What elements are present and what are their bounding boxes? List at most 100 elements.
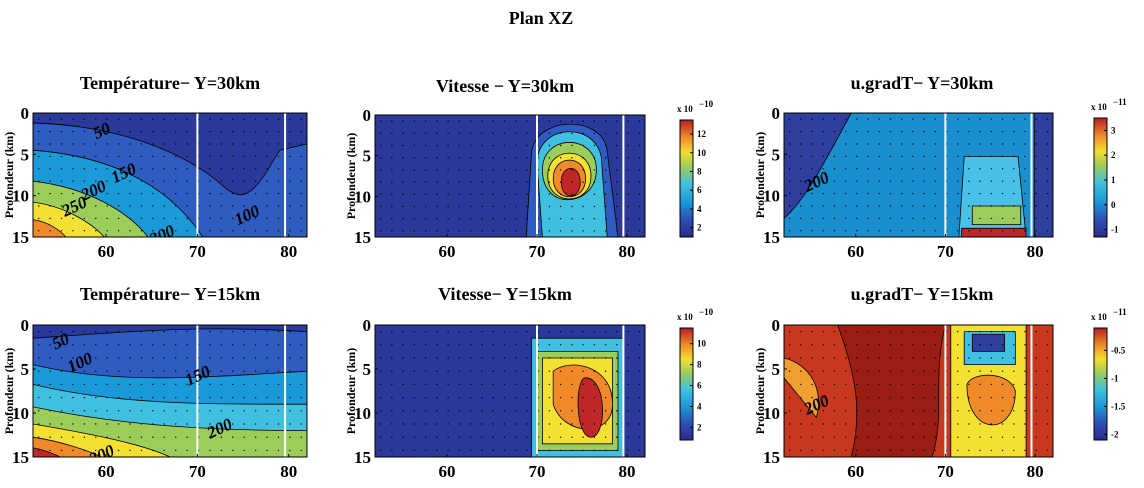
vector-dot [129, 180, 131, 182]
vector-dot [627, 157, 629, 159]
vector-dot [300, 383, 302, 386]
contour-line [548, 153, 591, 199]
vector-dot [254, 118, 257, 120]
vector-dot [571, 181, 573, 183]
vector-dot [811, 230, 813, 232]
vector-dot [503, 330, 506, 333]
vector-dot [163, 344, 165, 346]
vector-dot [503, 449, 506, 452]
vector-dot [492, 205, 494, 208]
vector-dot [616, 410, 618, 412]
vector-dot [833, 180, 836, 182]
vector-dot [49, 396, 51, 399]
vector-dot [175, 155, 177, 158]
vector-dot [277, 370, 280, 372]
vector-dot [889, 330, 892, 333]
vector-dot [867, 130, 869, 133]
vector-dot [140, 130, 143, 133]
vector-dot [83, 155, 86, 158]
vector-dot [300, 357, 302, 359]
vector-dot [923, 370, 925, 372]
vector-dot [243, 396, 245, 399]
vector-dot [571, 449, 573, 452]
vector-dot [923, 357, 925, 359]
vector-dot [514, 357, 517, 359]
vector-dot [140, 423, 143, 425]
vector-dot [912, 436, 914, 438]
vector-dot [616, 230, 618, 232]
vector-dot [492, 120, 494, 122]
vector-dot [968, 344, 970, 346]
vector-dot [277, 130, 280, 133]
vector-dot [1035, 180, 1037, 182]
vector-dot [559, 370, 562, 372]
vector-dot [83, 449, 86, 452]
vector-dot [616, 218, 618, 220]
vector-dot [117, 383, 120, 386]
colorbar-tick-label: 4 [697, 204, 702, 214]
vector-dot [979, 168, 981, 170]
vector-dot [1001, 330, 1004, 333]
vector-dot [526, 357, 528, 359]
vector-dot [593, 357, 596, 359]
vector-dot [878, 330, 880, 333]
vector-dot [209, 436, 211, 438]
vector-dot [38, 155, 40, 158]
vector-dot [277, 330, 280, 333]
colorbar-tick-label: 2 [1111, 150, 1116, 160]
vector-dot [83, 192, 86, 195]
vector-dot [106, 130, 108, 133]
colorbar [679, 119, 694, 238]
vector-dot [413, 396, 416, 399]
vector-dot [923, 143, 925, 145]
vector-dot [856, 410, 858, 412]
vector-dot [912, 168, 914, 170]
y-tick-label: 5 [363, 360, 372, 379]
vector-dot [129, 436, 131, 438]
vector-dot [856, 436, 858, 438]
field-region [784, 358, 819, 418]
vector-dot [413, 169, 416, 171]
vector-dot [1035, 357, 1037, 359]
vector-dot [979, 370, 981, 372]
vector-dot [912, 423, 914, 425]
vector-dot [788, 396, 791, 399]
vector-dot [152, 130, 154, 133]
vector-dot [300, 449, 302, 452]
vector-dot [627, 230, 629, 232]
y-tick-label: 0 [363, 106, 372, 125]
vector-dot [458, 344, 461, 346]
vector-dot [163, 436, 165, 438]
vector-dot [72, 357, 74, 359]
vector-dot [175, 180, 177, 182]
vector-dot [458, 120, 461, 122]
vector-dot [402, 132, 404, 134]
vector-dot [391, 357, 393, 359]
vector-dot [788, 436, 791, 438]
vector-dot [833, 155, 836, 158]
vector-dot [38, 383, 40, 386]
vector-dot [95, 180, 97, 182]
vector-dot [1024, 423, 1026, 425]
vector-dot [582, 181, 584, 183]
vector-dot [492, 344, 494, 346]
vector-dot [514, 423, 517, 425]
vector-dot [391, 449, 393, 452]
vector-dot [604, 436, 607, 438]
vector-dot [277, 143, 280, 145]
vector-dot [548, 449, 551, 452]
vector-dot [152, 168, 154, 170]
vector-dot [379, 370, 382, 372]
vector-dot [83, 168, 86, 170]
vector-dot [514, 410, 517, 412]
colorbar-multiplier: x 10 [677, 312, 693, 322]
vector-dot [186, 118, 188, 120]
field-region [1034, 113, 1053, 237]
vector-dot [424, 423, 427, 425]
vector-dot [1024, 180, 1026, 182]
vector-dot [503, 169, 506, 171]
vector-dot [957, 155, 959, 158]
colorbar-exponent: −11 [1113, 307, 1127, 317]
vector-dot [220, 449, 223, 452]
vector-dot [800, 192, 802, 195]
